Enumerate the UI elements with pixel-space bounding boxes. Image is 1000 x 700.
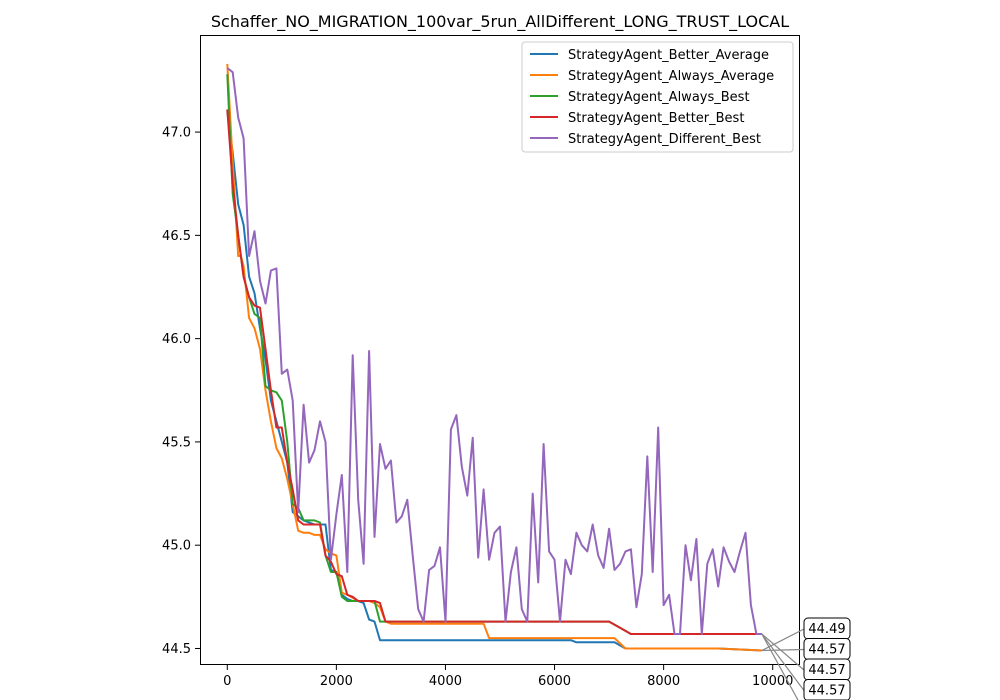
y-tick-label: 44.5: [162, 642, 191, 657]
annotation-label: 44.57: [808, 643, 845, 658]
legend-box: [521, 41, 794, 153]
legend-label-0: StrategyAgent_Better_Average: [568, 48, 769, 63]
x-tick-label: 10000: [752, 674, 793, 689]
series-line-0: [226, 111, 762, 652]
legend: StrategyAgent_Better_Average StrategyAgen…: [521, 41, 794, 153]
plot-area: [226, 63, 762, 652]
annotation-box: [803, 679, 851, 700]
annotation-label: 44.49: [808, 622, 845, 637]
legend-label-2: StrategyAgent_Always_Best: [568, 90, 750, 105]
y-tick-label: 46.5: [162, 229, 191, 244]
annotation-label: 44.57: [808, 663, 845, 678]
x-tick-label: 6000: [538, 674, 571, 689]
annotation-connector: [761, 633, 805, 691]
y-tick-label: 46.0: [162, 332, 191, 347]
x-tick-label: 2000: [320, 674, 353, 689]
legend-label-3: StrategyAgent_Better_Best: [568, 111, 744, 126]
y-tick-label: 45.5: [162, 435, 191, 450]
annotation-connector: [761, 633, 805, 671]
axes-frame: [200, 35, 800, 665]
legend-label-1: StrategyAgent_Always_Average: [568, 69, 774, 84]
legend-label-4: StrategyAgent_Different_Best: [568, 132, 761, 147]
x-tick-label: 0: [223, 674, 231, 689]
series-line-4: [226, 67, 762, 635]
annotation-connector: [761, 633, 799, 700]
x-tick-label: 4000: [429, 674, 462, 689]
annotation-connector: [761, 648, 805, 652]
y-tick-label: 45.0: [162, 539, 191, 554]
chart-title: Schaffer_NO_MIGRATION_100var_5run_AllDif…: [211, 12, 789, 32]
axes: 0 2000 4000 6000 8000 10000 44.5 45.0 45.5 46.0 46…: [162, 126, 793, 689]
y-tick-label: 47.0: [162, 126, 191, 141]
x-tick-label: 8000: [647, 674, 680, 689]
series-line-3: [226, 109, 762, 635]
annotation-label: 44.57: [808, 684, 845, 699]
